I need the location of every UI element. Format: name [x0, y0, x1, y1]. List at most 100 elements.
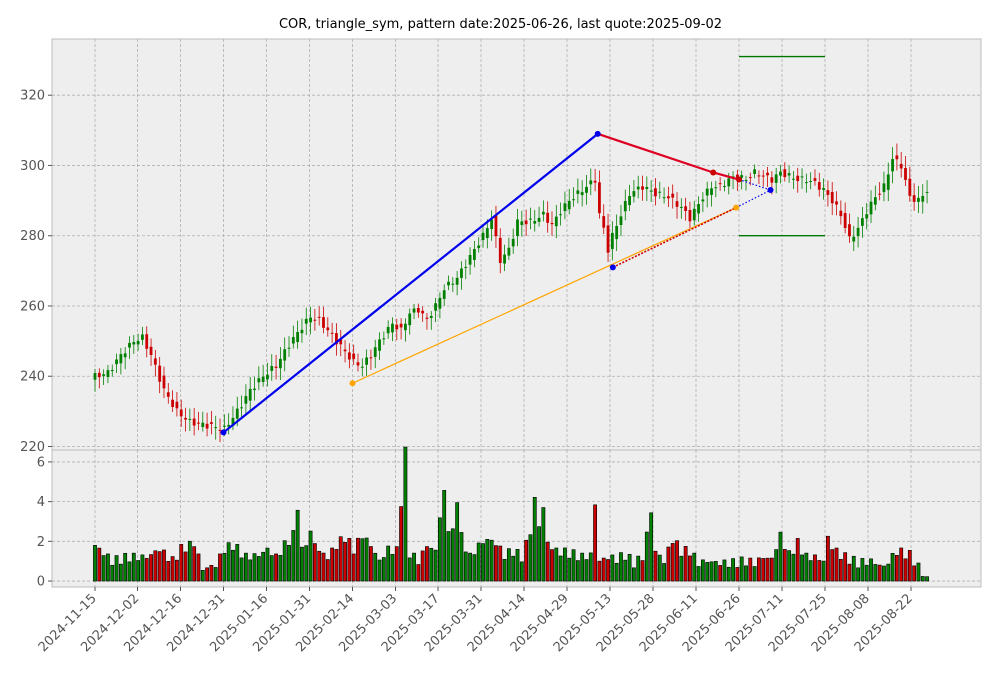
candle-body: [891, 159, 894, 172]
candle-body: [278, 358, 282, 369]
volume-bar: [446, 531, 451, 582]
candle-body: [175, 401, 179, 409]
price-plot-area: [51, 38, 982, 451]
volume-tick-label: 0: [37, 575, 45, 590]
volume-bar: [213, 567, 218, 582]
projection-lower: [735, 189, 771, 209]
volume-bar: [330, 547, 335, 582]
volume-bar: [377, 559, 382, 582]
volume-bar: [386, 545, 391, 582]
candle-body: [580, 192, 584, 196]
volume-bar: [709, 561, 714, 582]
candle-body: [921, 195, 925, 202]
volume-bar: [157, 551, 162, 582]
candle-body: [244, 396, 248, 404]
candle-body: [610, 232, 614, 250]
candle-body: [365, 357, 369, 365]
candle-body: [313, 319, 317, 321]
candle-body: [779, 171, 782, 176]
apex-marker: [767, 187, 774, 194]
volume-bar: [894, 555, 899, 582]
candle-body: [533, 220, 537, 224]
candle-body: [485, 228, 489, 239]
pivot-marker: [594, 130, 601, 137]
candle-body: [477, 245, 481, 249]
volume-bar: [614, 562, 619, 582]
candle-body: [382, 338, 386, 340]
candle-body: [412, 308, 416, 313]
volume-bar: [248, 559, 253, 582]
volume-bar: [364, 537, 369, 582]
volume-bar: [153, 550, 158, 582]
candle-body: [662, 197, 666, 199]
candle-body: [261, 376, 265, 382]
volume-bar: [200, 570, 205, 582]
volume-bar: [162, 549, 166, 582]
candle-body: [158, 365, 162, 382]
volume-bar: [907, 549, 912, 582]
volume-bar: [127, 561, 132, 582]
candle-body: [136, 341, 140, 345]
volume-bar: [800, 554, 804, 582]
volume-bar: [679, 555, 684, 582]
candle-body: [481, 232, 485, 241]
candle-body: [529, 218, 532, 220]
candle-body: [395, 324, 399, 330]
volume-bar: [860, 558, 865, 582]
volume-bar: [412, 552, 416, 582]
candle-body: [649, 190, 653, 192]
volume-bar: [864, 564, 869, 582]
volume-bar: [183, 551, 188, 582]
candle-body: [718, 183, 722, 185]
candle-body: [218, 429, 222, 431]
volume-bar: [304, 545, 309, 582]
candle-body: [421, 310, 425, 314]
volume-bar: [187, 540, 192, 582]
candle-body: [636, 186, 640, 190]
candle-body: [714, 187, 718, 189]
candle-body: [886, 174, 890, 190]
candle-body: [848, 224, 851, 237]
volume-bar: [394, 546, 399, 582]
upper-trendline-rise: [222, 132, 599, 434]
candle-body: [688, 210, 692, 222]
candle-body: [240, 407, 243, 409]
volume-bar: [550, 549, 554, 582]
volume-tick-label: 2: [37, 535, 45, 550]
volume-bar: [278, 555, 283, 582]
volume-bar: [317, 550, 322, 582]
candle-body: [632, 191, 636, 197]
candle-body: [498, 237, 502, 263]
volume-bar: [506, 548, 511, 582]
candle-body: [188, 418, 192, 420]
candle-body: [330, 332, 334, 334]
volume-bar: [700, 559, 705, 582]
volume-bar: [356, 537, 360, 582]
candle-body: [304, 318, 308, 324]
volume-bar: [791, 553, 796, 582]
candle-body: [817, 182, 821, 190]
volume-bar: [826, 535, 830, 582]
candle-body: [472, 249, 476, 260]
volume-bar: [416, 564, 421, 582]
candle-body: [214, 427, 218, 429]
candle-body: [283, 349, 287, 361]
volume-bar: [675, 540, 679, 582]
volume-bar: [757, 557, 761, 582]
volume-bar: [399, 506, 403, 582]
volume-bar: [670, 543, 675, 582]
price-tick-label: 220: [20, 440, 45, 455]
volume-bar: [403, 446, 408, 582]
volume-bar: [528, 534, 533, 582]
pivot-marker: [736, 176, 742, 183]
candle-body: [654, 188, 657, 197]
candle-body: [666, 196, 670, 199]
volume-bar: [515, 549, 520, 582]
volume-bar: [532, 497, 537, 582]
volume-bar: [287, 544, 291, 582]
volume-bar: [325, 559, 330, 582]
candle-body: [563, 203, 567, 211]
volume-bar: [899, 547, 904, 582]
volume-bar: [916, 562, 921, 582]
volume-bar: [144, 558, 149, 582]
